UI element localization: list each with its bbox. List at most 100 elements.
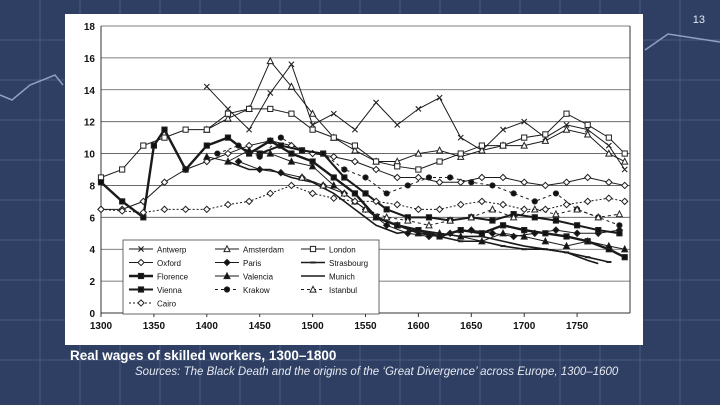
data-point xyxy=(621,150,628,157)
data-point xyxy=(372,165,380,174)
data-point xyxy=(394,121,401,128)
x-tick-label: 1350 xyxy=(143,321,166,332)
data-point xyxy=(351,157,359,166)
data-point xyxy=(246,126,253,133)
x-tick-label: 1400 xyxy=(196,321,219,332)
x-tick-label: 1600 xyxy=(407,321,430,332)
data-point xyxy=(436,94,443,101)
data-point xyxy=(583,236,592,245)
data-point xyxy=(456,200,465,209)
data-point xyxy=(499,142,507,149)
data-point xyxy=(435,205,444,214)
data-point xyxy=(552,209,560,218)
data-point xyxy=(425,214,433,221)
y-tick-label: 0 xyxy=(89,309,95,320)
data-point xyxy=(341,174,348,181)
data-point xyxy=(287,82,296,90)
data-point xyxy=(267,137,274,144)
data-point xyxy=(287,157,296,165)
data-point xyxy=(203,126,210,133)
data-point xyxy=(341,166,348,173)
data-point xyxy=(414,228,423,237)
data-point xyxy=(563,121,570,128)
data-point xyxy=(457,226,464,234)
series-istanbul xyxy=(298,173,624,229)
data-point xyxy=(383,190,390,197)
data-point xyxy=(621,166,628,173)
caption-title: Real wages of skilled workers, 1300–1800 xyxy=(70,348,337,363)
data-point xyxy=(277,134,284,141)
data-point xyxy=(478,173,486,182)
series-krakow xyxy=(214,134,623,229)
data-point xyxy=(404,182,411,189)
data-point xyxy=(414,205,423,214)
data-point xyxy=(562,200,571,209)
x-tick-label: 1700 xyxy=(513,321,536,332)
legend-label: Vienna xyxy=(157,286,182,295)
data-point xyxy=(329,152,338,161)
data-point xyxy=(372,197,380,206)
series-line xyxy=(301,177,620,226)
x-tick-label: 1300 xyxy=(90,321,113,332)
data-point xyxy=(500,126,507,133)
data-point xyxy=(499,222,507,229)
legend-marker xyxy=(137,272,145,280)
data-point xyxy=(139,208,148,217)
data-point xyxy=(308,189,317,198)
data-point xyxy=(620,181,629,190)
data-point xyxy=(393,221,402,229)
data-point xyxy=(457,150,464,157)
data-point xyxy=(267,105,274,113)
data-point xyxy=(330,174,337,181)
data-point xyxy=(203,142,210,149)
data-point xyxy=(266,56,275,65)
data-point xyxy=(520,232,529,240)
data-point xyxy=(298,147,306,154)
data-point xyxy=(446,216,454,224)
data-point xyxy=(362,174,369,181)
data-point xyxy=(403,216,412,224)
data-point xyxy=(224,114,232,122)
legend-label: Florence xyxy=(157,273,189,282)
legend-label: Paris xyxy=(243,259,261,268)
data-point xyxy=(509,213,518,221)
series-munich xyxy=(227,160,599,265)
data-point xyxy=(605,178,613,187)
data-point xyxy=(298,173,306,181)
legend-marker xyxy=(137,258,145,267)
data-point xyxy=(150,142,158,149)
caption-source: Sources: The Black Death and the origins… xyxy=(135,366,619,378)
data-point xyxy=(520,141,529,149)
series-line xyxy=(101,140,625,210)
data-point xyxy=(362,190,369,197)
data-point xyxy=(616,230,623,237)
data-point xyxy=(478,197,486,206)
chart-panel: 0 2 4 6 8 10 12 14 16 18 1300 1350 1400 1450 1500 1550 1… xyxy=(65,14,643,345)
data-point xyxy=(319,181,328,189)
data-point xyxy=(573,205,581,213)
data-point xyxy=(574,222,581,229)
data-point xyxy=(329,194,338,203)
data-point xyxy=(467,213,476,221)
data-point xyxy=(499,173,507,182)
data-point xyxy=(288,150,295,157)
data-point xyxy=(521,118,528,125)
data-point xyxy=(234,157,243,166)
data-point xyxy=(552,190,560,197)
legend-label: Cairo xyxy=(157,300,177,309)
data-point xyxy=(351,190,359,197)
data-point xyxy=(541,136,550,144)
data-point xyxy=(97,179,105,186)
data-point xyxy=(224,149,232,158)
data-point xyxy=(351,146,359,154)
data-point xyxy=(521,134,528,141)
legend-label: Valencia xyxy=(243,273,274,282)
series-line xyxy=(227,160,599,265)
data-point xyxy=(277,142,284,149)
data-point xyxy=(330,110,337,117)
x-tick-label: 1550 xyxy=(354,321,377,332)
data-point xyxy=(615,209,624,218)
data-point xyxy=(373,99,380,106)
data-point xyxy=(309,126,316,133)
data-point xyxy=(181,205,190,214)
